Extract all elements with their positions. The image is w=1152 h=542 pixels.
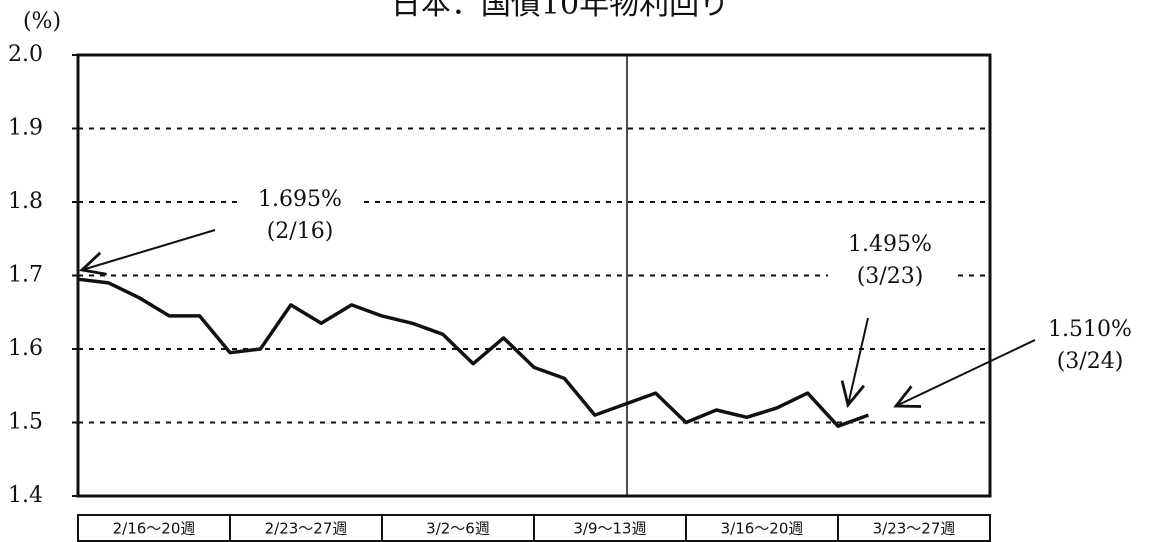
y-tick-label: 1.7 [8,263,43,288]
arrow [848,317,869,405]
annotation-value: 1.695% [258,187,342,212]
week-label: 3/9～13週 [573,520,646,538]
annotation-value: 1.510% [1048,317,1132,342]
annotation-date: (2/16) [267,219,334,244]
annotation-date: (3/23) [857,264,924,289]
week-box [837,514,991,542]
chart-title: 日本：国債10年物利回り [391,0,729,22]
y-unit: (%) [23,9,61,34]
annotation-bg [238,182,362,252]
y-tick-label: 2.0 [8,42,43,67]
y-tick-label: 1.8 [8,189,43,214]
annotation-value: 1.495% [848,232,932,257]
y-tick-label: 1.6 [8,336,43,361]
annotation-bg [1028,312,1152,382]
line-series [77,277,869,428]
week-label: 2/23～27週 [265,520,348,538]
week-label: 3/2～6週 [426,520,490,538]
annotation-date: (3/24) [1057,349,1124,374]
week-label: 2/16～20週 [113,520,196,538]
y-tick-label: 1.9 [8,116,43,141]
y-tick-label: 1.5 [8,410,43,435]
arrow [82,229,216,270]
week-label: 3/16～20週 [721,520,804,538]
arrow [896,339,1036,406]
week-label: 3/23～27週 [873,520,956,538]
annotation-bg [828,227,952,297]
y-tick-label: 1.4 [8,483,43,508]
